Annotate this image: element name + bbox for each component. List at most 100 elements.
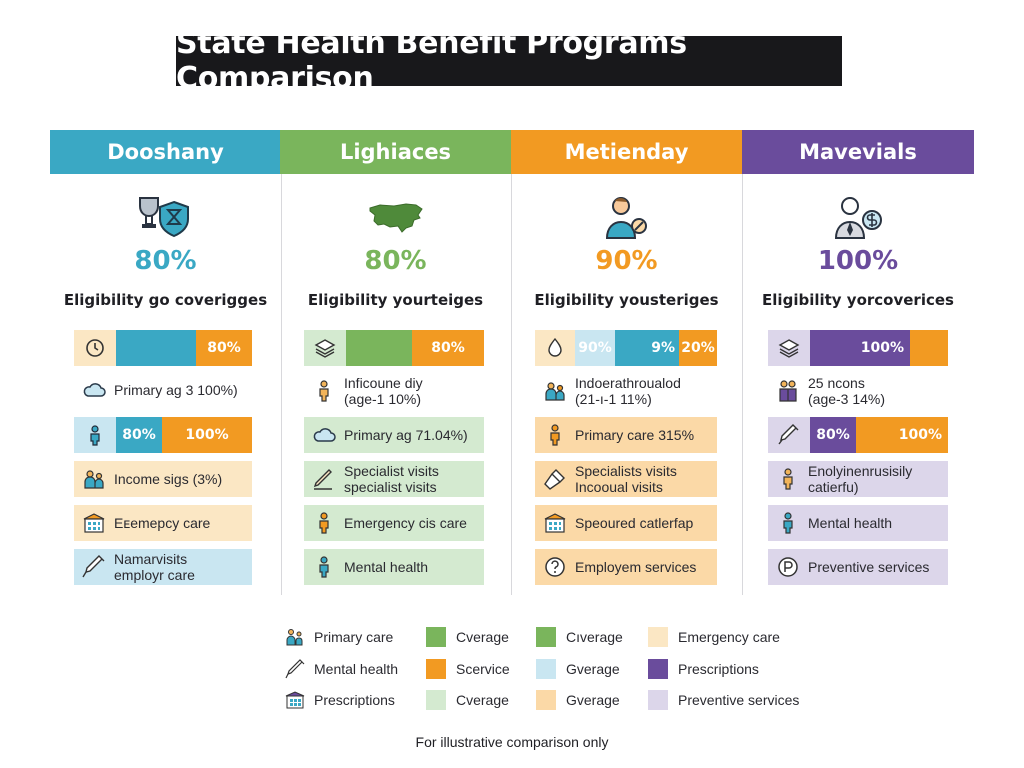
prescription-icon bbox=[768, 549, 808, 585]
legend-swatch bbox=[536, 627, 556, 647]
coverage-percent: 90% bbox=[595, 246, 658, 276]
benefit-label-secondary: Incooual visits bbox=[575, 479, 663, 495]
person-icon bbox=[535, 417, 575, 453]
benefit-label: Enolyinenrusisily bbox=[808, 463, 913, 479]
column-header: Metienday bbox=[511, 130, 742, 174]
benefit-label: 25 ncons bbox=[808, 375, 865, 391]
syringe-icon bbox=[284, 658, 306, 680]
benefit-row: Specialist visits specialist visits bbox=[304, 461, 484, 497]
legend-swatch bbox=[426, 659, 446, 679]
coverage-bar-label: 100% bbox=[810, 330, 910, 366]
person-icon bbox=[304, 373, 344, 409]
legend-item: Gverage bbox=[536, 658, 620, 680]
benefit-label: Primary care 315% bbox=[575, 427, 695, 443]
coverage-bar-label: 80% bbox=[810, 417, 856, 453]
eligibility-subtitle: Eligibility yorcoverices bbox=[762, 291, 954, 309]
syringe-icon bbox=[768, 417, 810, 453]
benefit-row: Speoured catlerfap bbox=[535, 505, 717, 541]
benefit-label: Preventive services bbox=[808, 559, 930, 575]
coverage-percent: 80% bbox=[134, 246, 197, 276]
syringe-icon bbox=[74, 549, 114, 585]
benefit-label-secondary: (21-ı-1 11%) bbox=[575, 391, 652, 407]
coverage-bar: 80% 100% bbox=[768, 417, 948, 453]
coverage-bar-label: 90% bbox=[575, 330, 615, 366]
coverage-bar-segment bbox=[116, 330, 196, 366]
coverage-bar: 90% 9% 20% bbox=[535, 330, 717, 366]
building-icon bbox=[284, 689, 306, 711]
coverage-bar-label: 20% bbox=[679, 330, 717, 366]
person-pill-icon bbox=[595, 194, 659, 242]
benefit-row: Emergency cis care bbox=[304, 505, 484, 541]
legend-label: Cverage bbox=[456, 629, 509, 645]
legend-item: Primary care bbox=[284, 626, 393, 648]
legend-swatch bbox=[426, 627, 446, 647]
benefit-row: Eᴇemepcy care bbox=[74, 505, 252, 541]
benefit-row: Mental health bbox=[304, 549, 484, 585]
legend-item: Cverage bbox=[426, 626, 509, 648]
benefit-label: Mental health bbox=[808, 515, 893, 531]
page-title: State Health Benefit Programs Comparison bbox=[176, 26, 842, 96]
family-icon bbox=[74, 461, 114, 497]
benefit-label: Specialist visits bbox=[344, 463, 439, 479]
column-header: Mavevials bbox=[742, 130, 974, 174]
coverage-bar: 100% bbox=[768, 330, 948, 366]
benefit-row: Mental health bbox=[768, 505, 948, 541]
person-icon bbox=[304, 505, 344, 541]
benefit-label: Namarvisits bbox=[114, 551, 188, 567]
cloud-icon bbox=[74, 372, 114, 408]
legend-swatch bbox=[648, 627, 668, 647]
legend-item: Prescriptions bbox=[648, 658, 759, 680]
legend-label: Primary care bbox=[314, 629, 394, 645]
benefit-row: Primary care 315% bbox=[535, 417, 717, 453]
legend-item: Cıverage bbox=[536, 626, 623, 648]
benefit-label: Indoerathroualod bbox=[575, 375, 681, 391]
benefit-row: 25 ncons (age-3 14%) bbox=[768, 370, 948, 412]
person-icon bbox=[304, 549, 344, 585]
legend-swatch bbox=[426, 690, 446, 710]
person-icon bbox=[768, 461, 808, 497]
legend-swatch bbox=[536, 659, 556, 679]
benefit-label: Specialists visits bbox=[575, 463, 677, 479]
program-column-lighiaces: Lighiaces 80% Eligibility yourteiges 80%… bbox=[280, 130, 512, 595]
settings-doc-icon bbox=[74, 330, 116, 366]
legend-label: Mental health bbox=[314, 661, 399, 677]
pencil-icon bbox=[304, 461, 344, 497]
building-icon bbox=[535, 505, 575, 541]
legend-label: Gverage bbox=[566, 692, 620, 708]
droplet-icon bbox=[535, 330, 575, 366]
benefit-label: Inficoune diy bbox=[344, 375, 423, 391]
benefit-row: Inficoune diy (age-1 10%) bbox=[304, 370, 484, 412]
benefit-label: Eᴇemepcy care bbox=[114, 515, 211, 531]
legend-item: Emergency care bbox=[648, 626, 780, 648]
benefit-label: Income sigs (3%) bbox=[114, 471, 223, 487]
cloud-icon bbox=[304, 417, 344, 453]
question-icon bbox=[535, 549, 575, 585]
column-header: Dooshany bbox=[50, 130, 281, 174]
benefit-row: Primary ag 3 100%) bbox=[74, 372, 252, 408]
coverage-bar-label: 80% bbox=[412, 330, 484, 366]
benefit-label: Primary ag 71.04%) bbox=[344, 427, 468, 443]
benefit-row: Primary ag 71.04%) bbox=[304, 417, 484, 453]
benefit-label: Emergency cis care bbox=[344, 515, 467, 531]
legend-label: Cverage bbox=[456, 692, 509, 708]
trophy-hourglass-shield-icon bbox=[134, 194, 198, 242]
layers-icon bbox=[768, 330, 810, 366]
legend-swatch bbox=[648, 690, 668, 710]
coverage-bar: 80% bbox=[304, 330, 484, 366]
eligibility-subtitle: Eligibility yousteriges bbox=[534, 291, 719, 309]
benefit-row: Specialists visits Incooual visits bbox=[535, 461, 717, 497]
legend-item: Mental health bbox=[284, 658, 398, 680]
legend-item: Prescriptions bbox=[284, 689, 395, 711]
building-icon bbox=[74, 505, 114, 541]
legend-label: Preventive services bbox=[678, 692, 800, 708]
program-column-metienday: Metienday 90% Eligibility yousteriges 90… bbox=[511, 130, 743, 595]
program-column-dooshany: Dooshany 80% Eligibility go coverigges 8… bbox=[50, 130, 282, 595]
benefit-label-secondary: catierfu) bbox=[808, 479, 859, 495]
legend-label: Prescriptions bbox=[314, 692, 395, 708]
footnote: For illustrative comparison only bbox=[415, 734, 609, 750]
column-header: Lighiaces bbox=[280, 130, 511, 174]
couple-icon bbox=[768, 373, 808, 409]
legend-item: Gverage bbox=[536, 689, 620, 711]
legend-label: Scervice bbox=[456, 661, 510, 677]
person-icon bbox=[74, 417, 116, 453]
